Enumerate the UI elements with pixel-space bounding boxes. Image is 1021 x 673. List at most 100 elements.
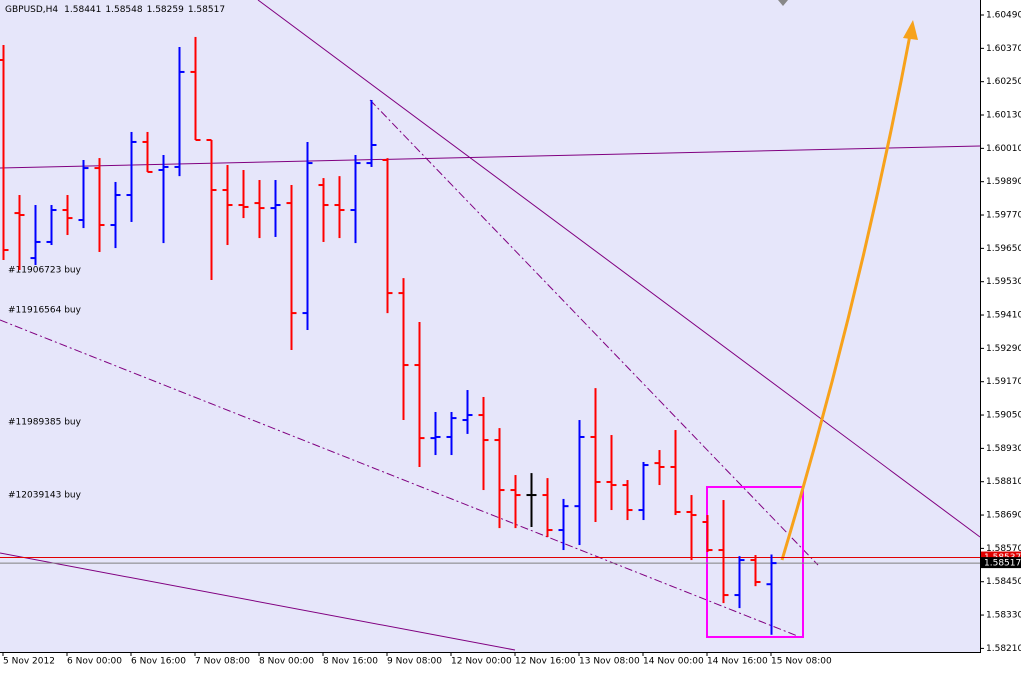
ohlc-bar: [606, 435, 617, 511]
ohlc-bar: [30, 205, 41, 266]
ohlc-bar: [702, 515, 713, 552]
bid-label-box: [981, 557, 1021, 569]
ohlc-bar: [94, 158, 105, 252]
y-tick-label: 1.59170: [986, 377, 1021, 387]
last-low: 1.58259: [147, 5, 184, 15]
ohlc-bar: [190, 36, 201, 142]
ohlc-bar: [158, 155, 169, 244]
x-tick-label: 5 Nov 2012: [3, 657, 55, 667]
ohlc-bar: [366, 100, 377, 167]
ohlc-bar: [78, 160, 89, 229]
y-tick-label: 1.58810: [986, 477, 1021, 487]
ohlc-bar: [542, 478, 553, 537]
y-tick-label: 1.58330: [986, 611, 1021, 621]
x-tick-label: 13 Nov 08:00: [579, 657, 640, 667]
y-tick-label: 1.59890: [986, 177, 1021, 187]
trendline: [257, 0, 981, 538]
ohlc-bar: [46, 205, 57, 246]
x-tick-label: 14 Nov 00:00: [643, 657, 704, 667]
y-tick-label: 1.60250: [986, 77, 1021, 87]
highlight-box: [706, 486, 804, 638]
ohlc-bar: [638, 461, 649, 521]
ohlc-bar: [0, 45, 9, 261]
last-high: 1.58548: [105, 5, 142, 15]
x-tick-label: 15 Nov 08:00: [771, 657, 832, 667]
y-tick-label: 1.59410: [986, 311, 1021, 321]
ohlc-bar: [334, 176, 345, 239]
shift-marker: [778, 0, 788, 6]
bid-label: 1.58517: [984, 559, 1021, 569]
ohlc-bar: [558, 498, 569, 551]
plot-background: [0, 0, 980, 652]
ohlc-bar: [654, 450, 665, 486]
ohlc-bar: [462, 390, 473, 434]
ohlc-bar: [766, 554, 777, 635]
y-tick-label: 1.59050: [986, 411, 1021, 421]
ohlc-bar: [478, 396, 489, 491]
trendline: [0, 552, 516, 651]
ohlc-bar: [318, 178, 329, 242]
ohlc-bar: [270, 180, 281, 237]
y-tick-label: 1.60130: [986, 111, 1021, 121]
ohlc-bar: [750, 555, 761, 587]
ohlc-bar: [686, 495, 697, 561]
ohlc-bar: [110, 181, 121, 249]
order-label: #11906723 buy: [8, 266, 82, 276]
ohlc-bar: [126, 131, 137, 222]
ohlc-bar: [254, 180, 265, 239]
y-tick-label: 1.60370: [986, 44, 1021, 54]
ohlc-bar: [446, 411, 457, 456]
ohlc-bar: [734, 556, 745, 609]
x-tick-label: 12 Nov 00:00: [451, 657, 512, 667]
ask-label-box: [981, 551, 1021, 563]
ohlc-bar: [430, 411, 441, 456]
ohlc-bar: [414, 321, 425, 467]
y-tick-label: 1.58690: [986, 511, 1021, 521]
ohlc-bar: [286, 185, 297, 351]
ohlc-bar: [302, 141, 313, 331]
ohlc-bar: [670, 430, 681, 516]
ohlc-bar: [382, 158, 393, 314]
y-tick-label: 1.58210: [986, 644, 1021, 654]
ohlc-bar: [494, 428, 505, 529]
ohlc-bar: [510, 475, 521, 529]
ohlc-bar: [62, 195, 73, 236]
last-open: 1.58441: [64, 5, 101, 15]
arrow: [780, 34, 912, 561]
symbol: GBPUSD,H4: [5, 5, 58, 15]
x-tick-label: 12 Nov 16:00: [515, 657, 576, 667]
ohlc-bar: [174, 46, 185, 177]
x-tick-label: 6 Nov 16:00: [131, 657, 186, 667]
ohlc-bar: [718, 500, 729, 604]
y-tick-label: 1.60490: [986, 11, 1021, 21]
ohlc-bar: [574, 420, 585, 546]
y-tick-label: 1.60010: [986, 144, 1021, 154]
x-tick-label: 9 Nov 08:00: [387, 657, 442, 667]
trendline: [369, 99, 819, 566]
y-tick-label: 1.59530: [986, 277, 1021, 287]
order-label: #11916564 buy: [8, 306, 82, 316]
y-tick-label: 1.59290: [986, 344, 1021, 354]
last-close: 1.58517: [188, 5, 225, 15]
ohlc-bar: [142, 131, 153, 173]
ohlc-bar: [350, 155, 361, 244]
y-tick-label: 1.58930: [986, 444, 1021, 454]
ohlc-bar: [622, 480, 633, 521]
y-tick-label: 1.59650: [986, 244, 1021, 254]
y-tick-label: 1.58450: [986, 577, 1021, 587]
ohlc-bar: [398, 278, 409, 421]
order-label: #11989385 buy: [8, 418, 82, 428]
ohlc-bar: [206, 139, 217, 281]
y-tick-label: 1.58570: [986, 544, 1021, 554]
x-tick-label: 7 Nov 08:00: [195, 657, 250, 667]
ohlc-bar: [14, 195, 25, 271]
x-tick-label: 8 Nov 16:00: [323, 657, 378, 667]
y-tick-label: 1.59770: [986, 211, 1021, 221]
ohlc-bar: [238, 170, 249, 219]
x-tick-label: 14 Nov 16:00: [707, 657, 768, 667]
arrowhead: [903, 20, 918, 40]
ohlc-bar: [526, 473, 537, 527]
x-tick-label: 8 Nov 00:00: [259, 657, 314, 667]
chart-header: GBPUSD,H4 1.58441 1.58548 1.58259 1.58517: [5, 5, 225, 15]
